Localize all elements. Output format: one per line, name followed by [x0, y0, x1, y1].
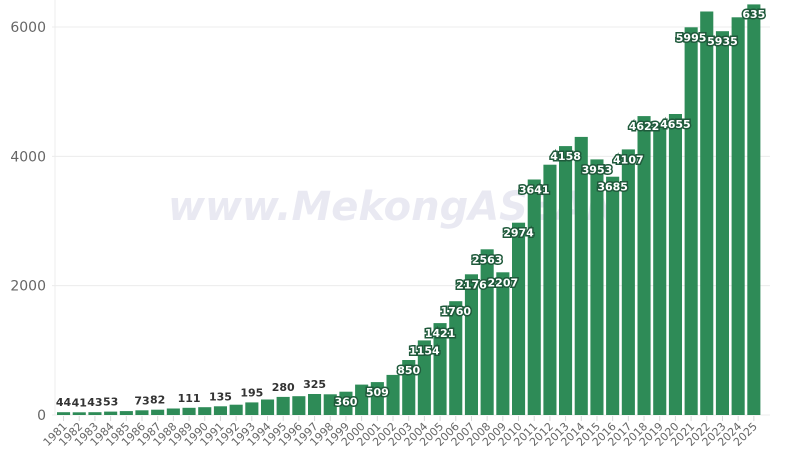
bar-2002: [386, 374, 400, 415]
y-tick-label: 2000: [10, 279, 46, 295]
bar-2007: [464, 274, 478, 415]
bar-1983: [88, 412, 102, 415]
bar-1994: [261, 399, 275, 415]
bar-2020: [668, 114, 682, 415]
data-label: 4622: [629, 120, 660, 133]
data-label: 82: [150, 394, 165, 407]
bar-2000: [355, 384, 369, 415]
data-label: 53: [103, 396, 118, 409]
bar-2023: [715, 31, 729, 415]
bar-1985: [119, 411, 133, 415]
bar-2003: [402, 360, 416, 415]
y-tick-label: 4000: [10, 149, 46, 165]
data-label: 41: [72, 396, 87, 409]
bar-2011: [527, 179, 541, 415]
bar-2017: [621, 149, 635, 415]
data-label: 850: [397, 364, 420, 377]
data-label: 4107: [613, 153, 644, 166]
bar-2015: [590, 159, 604, 415]
data-label: 43: [87, 396, 102, 409]
data-label: 3953: [582, 163, 613, 176]
y-tick-label: 6000: [10, 20, 46, 36]
bar-1989: [182, 407, 196, 415]
data-label: 73: [134, 394, 149, 407]
bar-1998: [323, 394, 337, 415]
y-tick-label: 0: [37, 408, 46, 424]
bar-1993: [245, 402, 259, 415]
bar-1999: [339, 391, 353, 415]
bar-2012: [543, 164, 557, 415]
bar-1986: [135, 410, 149, 415]
data-label: 509: [366, 386, 389, 399]
bar-1987: [151, 409, 165, 415]
data-label: 5935: [707, 35, 738, 48]
bar-2013: [559, 146, 573, 415]
data-label: 3685: [597, 181, 628, 194]
data-label: 2207: [488, 276, 519, 289]
data-label: 360: [334, 396, 357, 409]
data-label: 4655: [660, 118, 691, 131]
x-axis: 1981198219831984198519861987198819891990…: [41, 416, 760, 449]
bar-1988: [166, 408, 180, 415]
bar-1984: [104, 411, 118, 415]
data-label: 1154: [409, 344, 440, 357]
bar-2024: [731, 17, 745, 416]
bar-1990: [198, 407, 212, 415]
data-label: 635: [742, 8, 765, 21]
data-label: 1760: [440, 305, 471, 318]
bar-2004: [417, 340, 431, 415]
data-label: 5995: [676, 31, 707, 44]
bar-2025: [747, 4, 761, 416]
bar-1991: [213, 406, 227, 415]
data-label: 1421: [425, 327, 456, 340]
bar-2019: [653, 122, 667, 415]
bar-2001: [370, 382, 384, 415]
bar-2016: [606, 176, 620, 415]
bar-1996: [292, 396, 306, 415]
bar-1995: [276, 396, 290, 415]
bar-2018: [637, 116, 651, 415]
bar-1981: [57, 412, 71, 415]
data-label: 4158: [550, 150, 581, 163]
bar-2005: [433, 323, 447, 415]
data-label: 3641: [519, 184, 550, 197]
bar-2006: [449, 301, 463, 415]
data-label: 135: [209, 390, 232, 403]
data-label: 325: [303, 378, 326, 391]
bar-2021: [684, 27, 698, 416]
data-label: 195: [240, 386, 263, 399]
bar-2014: [574, 136, 588, 415]
data-label: 44: [56, 396, 72, 409]
bar-2009: [496, 272, 510, 415]
data-label: 111: [178, 392, 201, 405]
bar-1992: [229, 404, 243, 415]
data-labels: 44 41 43 53 73 82 111 135 195 280 325 360 509 850 1154…: [56, 7, 767, 411]
bar-2010: [512, 222, 526, 415]
y-axis: 0 2000 4000 6000: [10, 20, 46, 424]
data-label: 2563: [472, 253, 503, 266]
bar-1982: [72, 412, 86, 415]
bar-1997: [308, 394, 322, 415]
data-label: 2974: [503, 227, 534, 240]
bar-2008: [480, 249, 494, 415]
data-label: 280: [272, 381, 295, 394]
data-label: 2176: [456, 278, 487, 291]
bars: [57, 4, 761, 416]
bar-2022: [700, 11, 714, 415]
